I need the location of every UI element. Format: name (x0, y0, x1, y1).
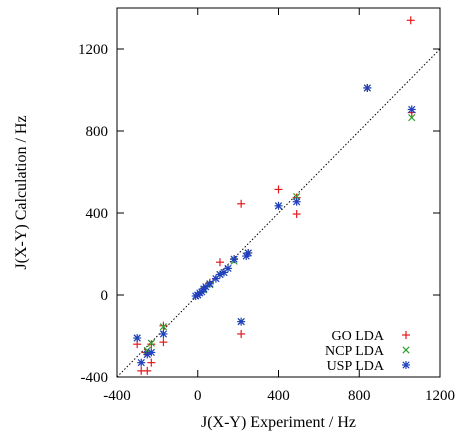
legend-label-usp-lda: USP LDA (327, 359, 385, 374)
x-tick-label: 1200 (425, 388, 455, 404)
go-lda-point (406, 16, 415, 25)
usp-lda-point (191, 292, 200, 301)
x-tick-label: 400 (267, 388, 290, 404)
usp-lda-point (133, 334, 142, 343)
usp-lda-point (211, 274, 220, 283)
reference-line-layer (116, 48, 441, 378)
x-tick-label: -400 (103, 388, 131, 404)
go-lda-point (274, 185, 283, 194)
go-lda-point (159, 338, 168, 347)
usp-lda-point (407, 105, 416, 114)
x-tick-label: 0 (194, 388, 202, 404)
go-lda-point (137, 366, 146, 375)
y-tick-label: 1200 (78, 42, 108, 58)
usp-lda-point (292, 197, 301, 206)
usp-lda-point (363, 83, 372, 92)
ncp-lda-point (159, 323, 168, 331)
usp-lda-point (274, 201, 283, 210)
data-points (133, 16, 416, 375)
usp-lda-point (230, 255, 239, 264)
ncp-lda-point (408, 114, 416, 122)
go-lda-point (147, 340, 156, 349)
usp-lda-point (205, 279, 214, 288)
x-tick-label: 800 (348, 388, 371, 404)
ncp-lda-point (147, 339, 155, 347)
go-lda-point (292, 210, 301, 219)
y-tick-label: 0 (101, 288, 109, 304)
go-lda-point (159, 321, 168, 330)
usp-lda-point (137, 358, 146, 367)
go-lda-point (147, 358, 156, 367)
ncp-lda-point (293, 192, 301, 201)
go-lda-point (237, 199, 246, 208)
plot-frame (116, 7, 441, 378)
usp-lda-point (143, 350, 152, 359)
y-tick-label: 800 (86, 124, 109, 140)
y-tick-label: -400 (81, 370, 109, 386)
y-axis-label: J(X-Y) Calculation / Hz (13, 115, 30, 269)
legend-marker-usp-lda (402, 361, 410, 369)
usp-lda-point (242, 252, 251, 261)
go-lda-point (237, 329, 246, 338)
y-tick-label: 400 (86, 206, 109, 222)
legend-marker-ncp-lda (402, 346, 410, 354)
usp-lda-point (237, 317, 246, 326)
legend-label-ncp-lda: NCP LDA (325, 344, 385, 359)
diagonal-reference-line (116, 48, 441, 378)
usp-lda-point (159, 329, 168, 338)
go-lda-point (215, 258, 224, 267)
legend-label-go-lda: GO LDA (332, 329, 385, 344)
x-axis-label: J(X-Y) Experiment / Hz (201, 414, 356, 431)
legend-marker-go-lda (402, 331, 410, 339)
tick-labels: -400 0 400 800 1200 -400 0 400 800 1200 (78, 42, 455, 404)
usp-lda-point (224, 264, 233, 273)
